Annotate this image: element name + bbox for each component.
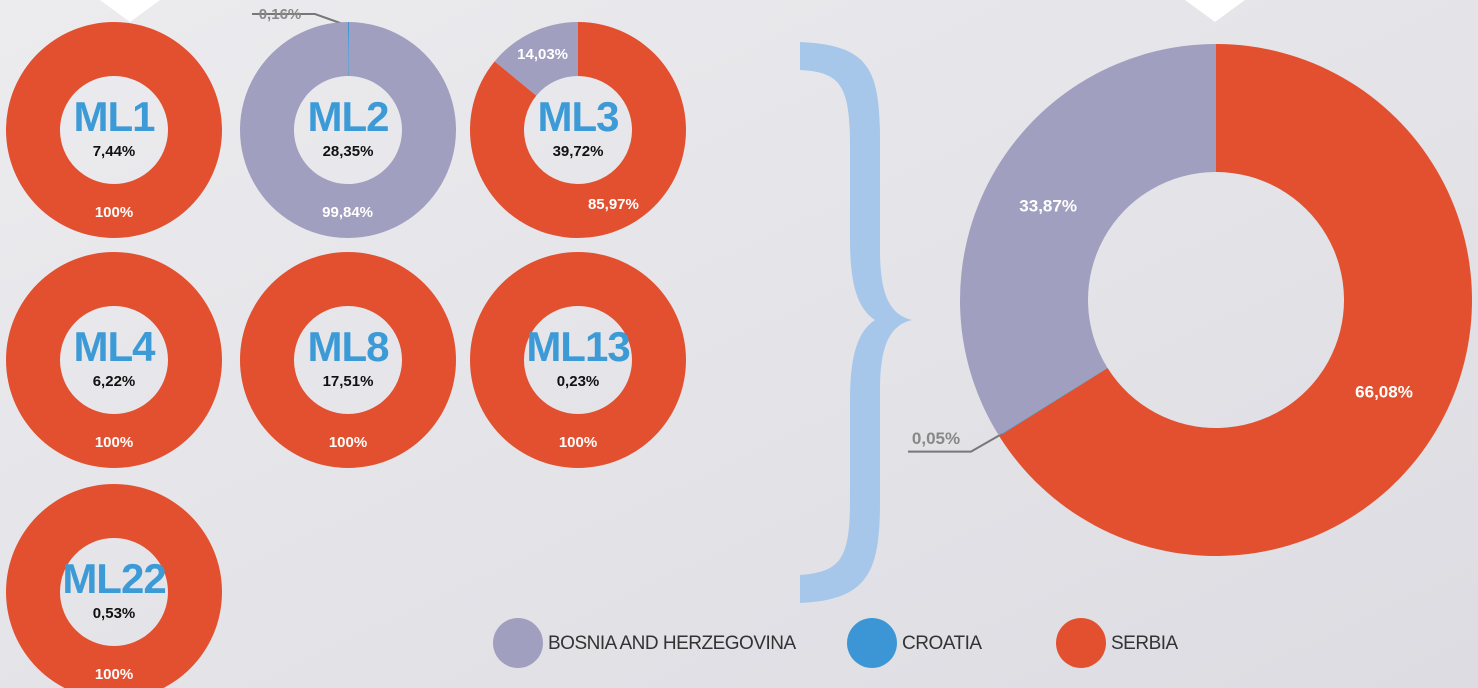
value-label: 0,16% (259, 6, 302, 23)
value-label: 100% (559, 434, 597, 451)
value-label: 99,84% (322, 204, 373, 221)
legend-label: CROATIA (902, 633, 982, 654)
value-label: 14,03% (517, 46, 568, 63)
value-label: 100% (95, 666, 133, 683)
brace (800, 42, 912, 603)
donut-slice (6, 484, 222, 688)
donut-annotation: 17,51% (323, 373, 374, 390)
donut-title: ML1 (74, 93, 156, 140)
value-label: 100% (329, 434, 367, 451)
legend-swatch (847, 618, 897, 668)
legend-swatch (493, 618, 543, 668)
donut-slice (959, 44, 1216, 436)
value-label: 85,97% (588, 196, 639, 213)
donut-annotation: 6,22% (93, 373, 136, 390)
donut-slice (6, 252, 222, 468)
value-label: 0,05% (912, 429, 960, 448)
donut-title: ML4 (74, 323, 157, 370)
donut-title: ML3 (538, 93, 619, 140)
donut-slice (240, 252, 456, 468)
donut-annotation: 7,44% (93, 143, 136, 160)
legend-label: BOSNIA AND HERZEGOVINA (548, 633, 796, 654)
arrow (1185, 0, 1245, 22)
leader-line (252, 13, 349, 27)
donut-annotation: 0,23% (557, 373, 600, 390)
donut-title: ML8 (308, 323, 390, 370)
donut-annotation: 0,53% (93, 605, 136, 622)
donut-title: ML22 (62, 555, 165, 602)
donut-slice (999, 44, 1473, 556)
donut-slice (470, 252, 686, 468)
donut-slice (469, 22, 686, 238)
donut-annotation: 39,72% (553, 143, 604, 160)
donut-slice (494, 21, 578, 96)
legend-swatch (1056, 618, 1106, 668)
donut-slice (6, 22, 222, 238)
legend-label: SERBIA (1111, 633, 1179, 654)
value-label: 100% (95, 434, 133, 451)
leader-line (908, 432, 1003, 453)
donut-title: ML2 (308, 93, 389, 140)
value-label: 66,08% (1355, 382, 1413, 401)
donut-annotation: 28,35% (323, 143, 374, 160)
donut-title: ML13 (526, 323, 629, 370)
donut-slice (998, 367, 1108, 437)
value-label: 100% (95, 204, 133, 221)
donut-slice (348, 22, 350, 77)
value-label: 33,87% (1019, 196, 1077, 215)
arrow (100, 0, 160, 22)
donut-slice (240, 22, 456, 238)
